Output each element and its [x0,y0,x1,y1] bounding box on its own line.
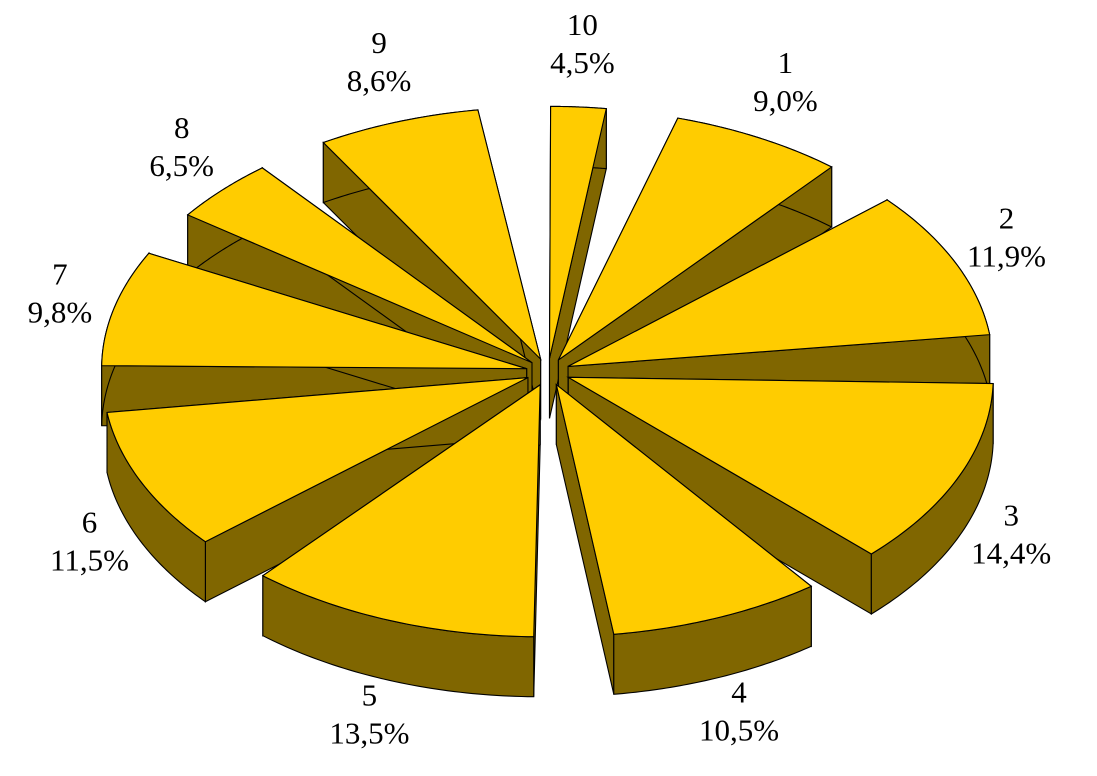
slice-label-1: 19,0% [753,45,818,118]
slice-value-label: 10,5% [699,712,779,747]
slice-label-4: 410,5% [699,674,779,747]
pie-slice-9 [322,109,542,361]
slice-category-label: 5 [362,678,378,713]
pie-slice-4 [555,383,813,635]
slice-value-label: 9,0% [753,83,818,118]
slice-value-label: 4,5% [550,45,615,80]
slice-category-label: 3 [1003,498,1019,533]
slice-category-label: 4 [731,674,747,709]
slice-category-label: 10 [567,7,598,42]
slice-label-6: 611,5% [50,505,129,578]
slice-value-label: 13,5% [329,716,409,751]
slice-category-label: 6 [82,505,98,540]
slice-category-label: 1 [778,45,794,80]
slice-value-label: 6,5% [149,148,214,183]
slice-label-9: 98,6% [347,25,412,98]
slice-tops-layer [101,105,994,638]
pie-slice-2 [567,199,991,367]
pie-slice-7 [101,252,527,370]
slice-value-label: 11,9% [967,238,1046,273]
slice-value-label: 8,6% [347,63,412,98]
slice-label-7: 79,8% [28,256,93,329]
slice-value-label: 14,4% [971,536,1051,571]
slice-label-2: 211,9% [967,200,1046,273]
pie-slice-1 [557,117,833,361]
slice-category-label: 2 [999,200,1015,235]
slice-labels-layer: 19,0% 211,9% 314,4% 410,5% 513,5% 611,5% 79,8%… [28,7,1052,751]
pie-slice-6 [106,377,529,543]
slice-label-8: 86,5% [149,110,214,183]
slice-category-label: 8 [174,110,190,145]
pie-slice-3 [566,376,994,555]
pie-slice-8 [186,167,533,364]
slice-label-3: 314,4% [971,498,1051,571]
slice-value-label: 9,8% [28,294,93,329]
pie-slice-5 [261,383,541,638]
slice-label-5: 513,5% [329,678,409,751]
slice-category-label: 7 [52,256,68,291]
pie-slice-10 [548,105,607,359]
slice-label-10: 104,5% [550,7,615,80]
slice-value-label: 11,5% [50,543,129,578]
slice-category-label: 9 [371,25,387,60]
